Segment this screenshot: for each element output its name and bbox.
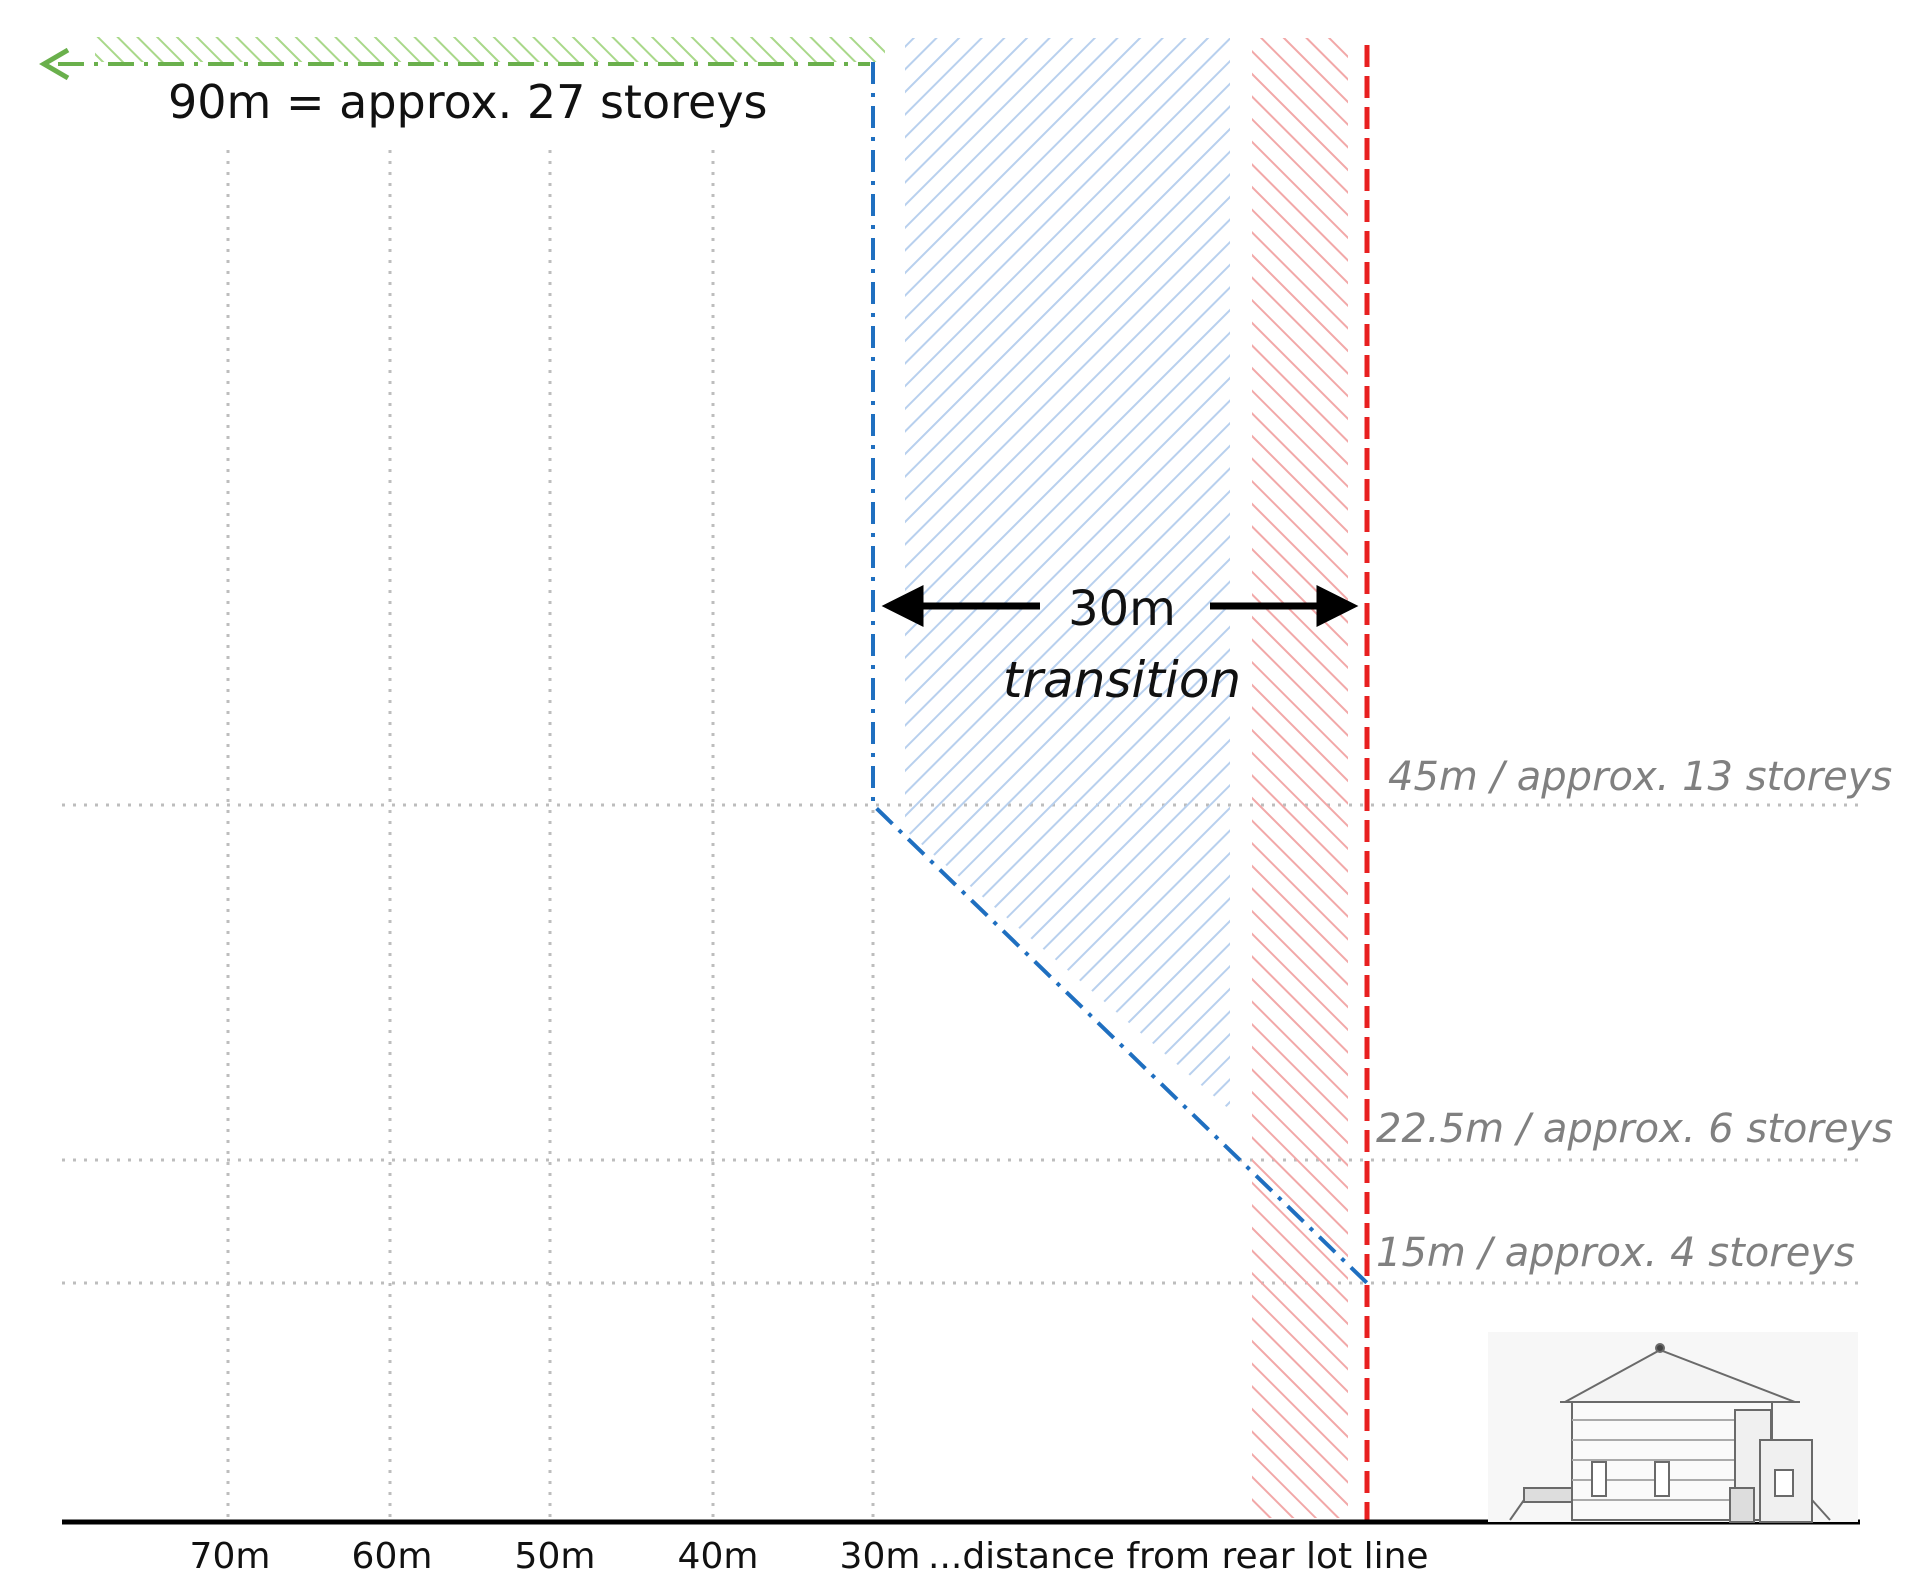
- axis-tick-50m: 50m: [515, 1536, 596, 1577]
- transition-distance-label: 30m: [1068, 581, 1176, 637]
- horizontal-gridlines: [62, 803, 1860, 1285]
- top-height-label: 90m = approx. 27 storeys: [168, 75, 768, 129]
- height-label-22-5m: 22.5m / approx. 6 storeys: [1376, 1106, 1893, 1152]
- height-label-15m: 15m / approx. 4 storeys: [1376, 1230, 1855, 1276]
- house-icon: [1488, 1332, 1858, 1523]
- setback-zone: [1252, 38, 1348, 1518]
- angular-plane-line: [871, 62, 1369, 1285]
- transition-word-label: transition: [1003, 651, 1241, 709]
- axis-tick-30m: 30m: [840, 1536, 921, 1577]
- axis-tick-60m: 60m: [352, 1536, 433, 1577]
- left-arrow-icon: [39, 47, 70, 81]
- axis-tick-40m: 40m: [678, 1536, 759, 1577]
- vertical-gridlines: [226, 150, 875, 1520]
- axis-caption: ...distance from rear lot line: [928, 1536, 1429, 1577]
- transition-zone: [905, 38, 1230, 1110]
- height-limit-band: [95, 37, 885, 62]
- axis-tick-70m: 70m: [190, 1536, 271, 1577]
- height-label-45m: 45m / approx. 13 storeys: [1388, 754, 1892, 800]
